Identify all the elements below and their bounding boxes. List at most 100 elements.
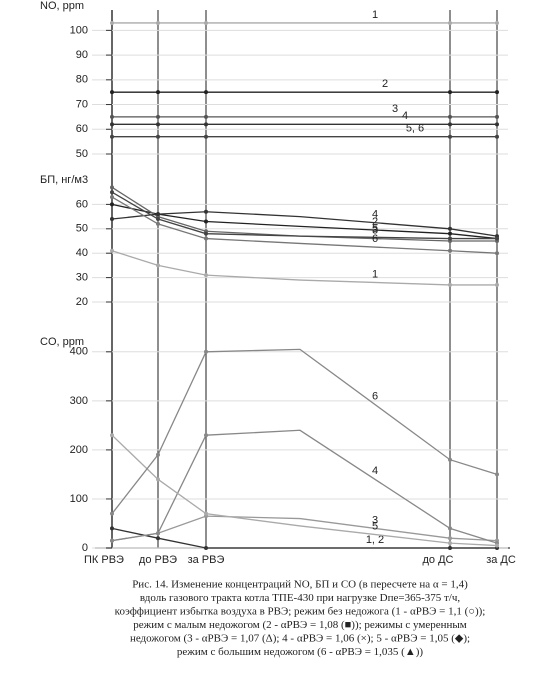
point [204, 90, 208, 95]
y-tick-label: 60 [76, 123, 88, 135]
point [110, 134, 114, 139]
point [204, 433, 208, 438]
point [495, 90, 499, 95]
point [495, 543, 499, 548]
point [110, 202, 114, 207]
point [110, 433, 114, 438]
point [156, 531, 160, 536]
point [156, 263, 160, 268]
point [156, 221, 160, 226]
point [204, 231, 208, 236]
series-line [111, 203, 498, 240]
y-tick-label: 200 [70, 444, 88, 456]
point [204, 349, 208, 354]
point [448, 20, 452, 25]
panel-title: NO, ppm [40, 0, 84, 12]
series-label: 3 [372, 514, 378, 526]
y-tick-label: 40 [76, 247, 88, 259]
y-tick-label: 60 [76, 198, 88, 210]
series-line [111, 434, 498, 547]
point [156, 477, 160, 482]
point [204, 114, 208, 119]
panel-title: CO, ppm [40, 336, 84, 348]
point [448, 114, 452, 119]
series-label: 5, 6 [406, 123, 424, 135]
point [156, 134, 160, 139]
y-tick-label: 100 [70, 493, 88, 505]
point [495, 20, 499, 25]
caption-line: недожогом (3 - αРВЭ = 1,07 (Δ); 4 - αРВЭ… [130, 633, 470, 645]
point [110, 217, 114, 222]
point [448, 457, 452, 462]
point [204, 273, 208, 278]
point [448, 248, 452, 253]
point [448, 122, 452, 127]
x-tick-label: за ДС [486, 554, 516, 566]
x-tick-label: за РВЭ [188, 554, 225, 566]
y-tick-label: 50 [76, 223, 88, 235]
y-tick-label: 100 [70, 24, 88, 36]
point [495, 251, 499, 256]
y-tick-label: 50 [76, 148, 88, 160]
point [448, 282, 452, 287]
point [204, 236, 208, 241]
series-label: 1, 2 [366, 534, 384, 546]
x-tick-label: ПК РВЭ [84, 554, 124, 566]
caption-line: вдоль газового тракта котла ТПЕ-430 при … [140, 592, 461, 604]
y-tick-label: 0 [82, 542, 88, 554]
point [156, 20, 160, 25]
point [110, 190, 114, 195]
y-tick-label: 20 [76, 296, 88, 308]
y-tick-label: 70 [76, 98, 88, 110]
caption-line: коэффициент избытка воздуха в РВЭ; режим… [115, 606, 486, 618]
point [110, 526, 114, 531]
series-line [111, 186, 497, 242]
series-label: 5 [372, 520, 378, 532]
point [448, 526, 452, 531]
y-tick-label: 300 [70, 395, 88, 407]
caption-line: режим с большим недожогом (6 - αРВЭ = 1,… [177, 646, 423, 658]
series-line [111, 429, 498, 544]
series-line [111, 191, 497, 240]
point [448, 134, 452, 139]
y-tick-label: 400 [70, 346, 88, 358]
y-tick-label: 80 [76, 74, 88, 86]
point [204, 20, 208, 25]
series-label: 4 [372, 209, 378, 221]
point [204, 511, 208, 516]
point [204, 209, 208, 214]
point [495, 472, 499, 477]
point [495, 236, 499, 241]
point [156, 452, 160, 457]
point [448, 90, 452, 95]
series-line [111, 348, 498, 515]
point [110, 185, 114, 190]
point [448, 226, 452, 231]
point [204, 546, 208, 550]
series-label: 6 [372, 233, 378, 245]
point [448, 231, 452, 236]
panel-title: БП, нг/м3 [40, 174, 88, 186]
series-label: 5 [372, 223, 378, 235]
series-label: 1 [372, 9, 378, 21]
point [156, 217, 160, 222]
point [110, 195, 114, 200]
point [110, 538, 114, 543]
point [495, 134, 499, 139]
series-label: 2 [382, 78, 388, 90]
point [156, 536, 160, 541]
point [110, 122, 114, 127]
series-line [111, 196, 498, 254]
point [110, 114, 114, 119]
series-label: 4 [372, 465, 378, 477]
series-label: 3 [392, 103, 398, 115]
point [156, 90, 160, 95]
point [448, 536, 452, 541]
series-label: 2 [372, 216, 378, 228]
series-label: 1 [372, 268, 378, 280]
series-line [111, 515, 498, 542]
caption-line: режим с малым недожогом (2 - αРВЭ = 1,08… [133, 619, 466, 631]
x-tick-label: до РВЭ [139, 554, 177, 566]
point [156, 212, 160, 217]
